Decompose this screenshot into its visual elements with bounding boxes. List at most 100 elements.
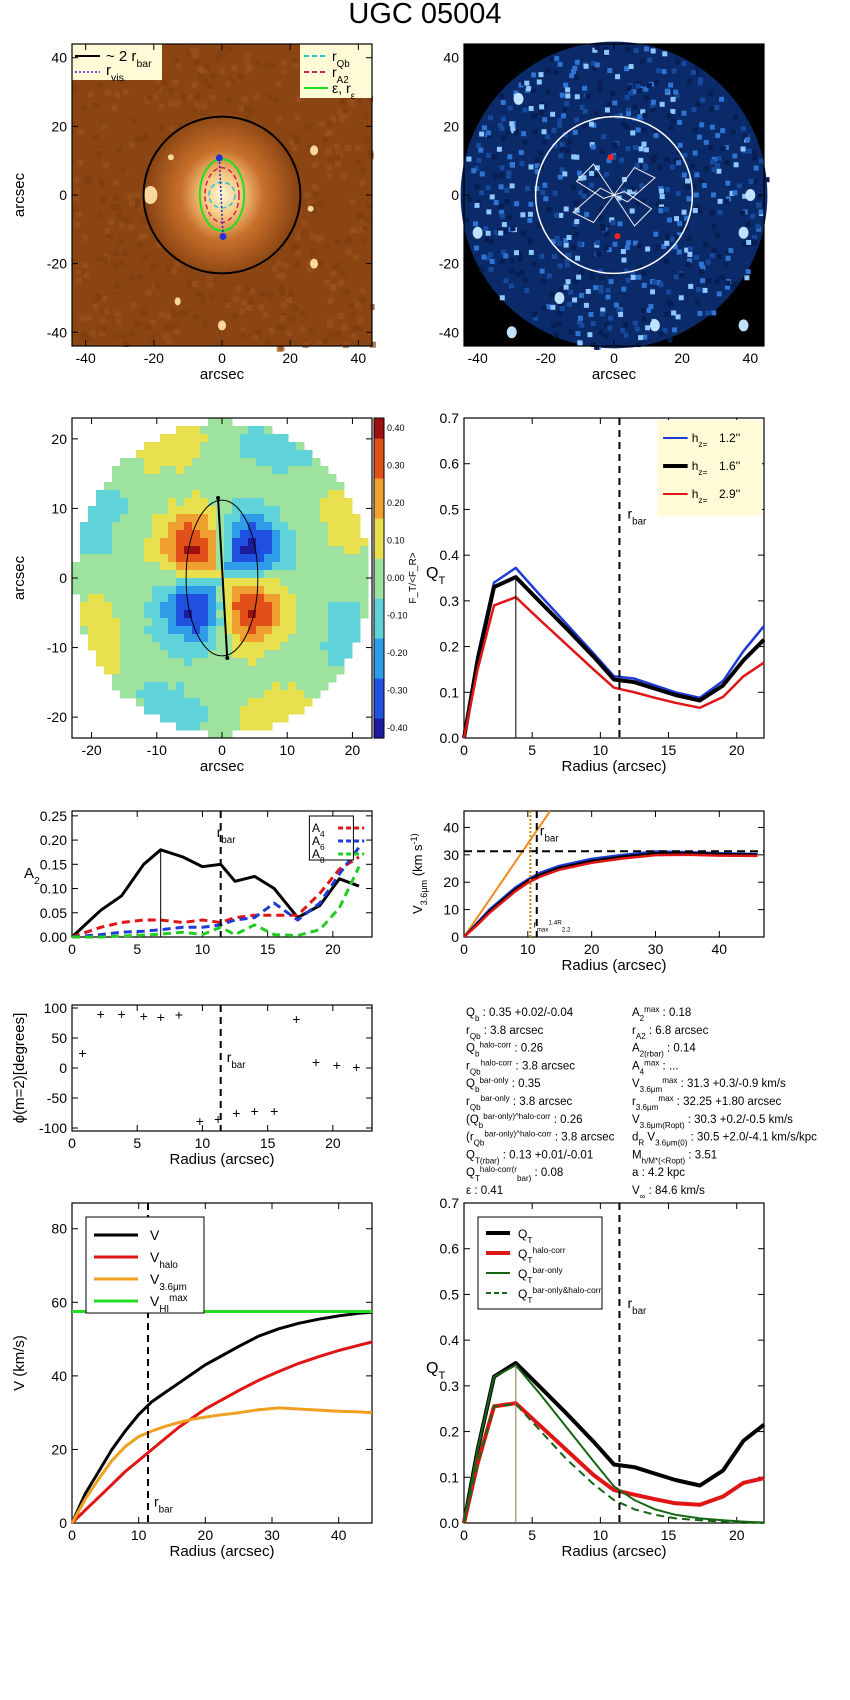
map-cell [136,530,145,539]
map-cell [208,642,217,651]
noise-pixel [291,57,298,64]
map-cell [296,442,305,451]
noise-pixel [650,107,656,113]
phase-point: + [140,1008,148,1024]
map-cell [296,594,305,603]
map-cell [248,658,257,667]
map-cell [128,618,137,627]
noise-pixel [266,93,273,100]
map-cell [104,610,113,619]
noise-pixel [621,286,627,292]
map-cell [96,530,105,539]
noise-pixel [355,159,362,166]
page-title: UGC 05004 [348,0,502,30]
map-cell [280,442,289,451]
map-cell [256,562,265,571]
noise-pixel [698,269,704,275]
noise-pixel [669,236,675,242]
noise-pixel [574,94,580,100]
map-cell [160,610,169,619]
map-cell [264,626,273,635]
map-cell [264,602,273,611]
map-cell [192,506,201,515]
map-cell [136,674,145,683]
noise-pixel [244,53,251,60]
noise-pixel [316,340,323,347]
a-series-line [72,866,361,939]
colorbar-cell [374,613,384,619]
noise-pixel [510,225,516,231]
noise-pixel [503,228,509,234]
map-cell [312,650,321,659]
map-cell [304,610,313,619]
bar-circle [534,115,694,275]
bar-end-dot [219,233,227,241]
noise-pixel [509,162,515,168]
noise-pixel [542,138,548,144]
map-cell [120,690,129,699]
map-cell [320,610,329,619]
map-cell [280,698,289,707]
noise-pixel [750,213,756,219]
map-cell [312,658,321,667]
map-cell [160,450,169,459]
map-cell [336,634,345,643]
map-cell [192,706,201,715]
map-cell [288,674,297,683]
noise-pixel [474,202,480,208]
map-cell [256,522,265,531]
noise-pixel [608,279,614,285]
map-cell [336,658,345,667]
noise-pixel [231,312,238,319]
colorbar-tick-label: -0.30 [387,686,408,696]
map-cell [280,466,289,475]
map-cell [216,578,225,587]
map-cell [144,586,153,595]
noise-pixel [675,314,681,320]
noise-pixel [72,259,79,266]
noise-pixel [82,271,89,278]
noise-pixel [339,98,346,105]
noise-pixel [485,152,491,158]
x-tick-label: -40 [76,350,96,366]
noise-pixel [650,48,656,54]
noise-pixel [607,325,613,331]
colorbar-cell [374,723,384,729]
colorbar-cell [374,508,384,514]
noise-pixel [326,172,333,179]
map-cell [264,586,273,595]
noise-pixel [560,113,566,119]
colorbar-cell [374,478,384,484]
map-cell [200,650,209,659]
map-cell [176,722,185,731]
map-cell [152,706,161,715]
noise-pixel [633,47,639,53]
map-cell [152,578,161,587]
colorbar-cell [374,568,384,574]
noise-pixel [613,302,619,308]
noise-pixel [291,133,298,140]
map-cell [120,490,129,499]
noise-pixel [348,303,355,310]
map-cell [144,642,153,651]
map-cell [232,618,241,627]
noise-pixel [697,77,703,83]
map-cell [184,594,193,603]
colorbar-cell [374,633,384,639]
noise-pixel [100,118,107,125]
noise-pixel [247,64,254,71]
map-cell [208,442,217,451]
map-cell [288,482,297,491]
noise-pixel [550,239,556,245]
map-cell [192,690,201,699]
noise-pixel [322,338,329,345]
noise-pixel [276,345,283,352]
phase-point: + [157,1009,165,1025]
map-cell [336,602,345,611]
y-tick-label: 0.6 [440,456,460,472]
noise-pixel [708,106,714,112]
map-cell [96,506,105,515]
map-cell [176,586,185,595]
noise-pixel [717,253,723,259]
map-cell [304,594,313,603]
